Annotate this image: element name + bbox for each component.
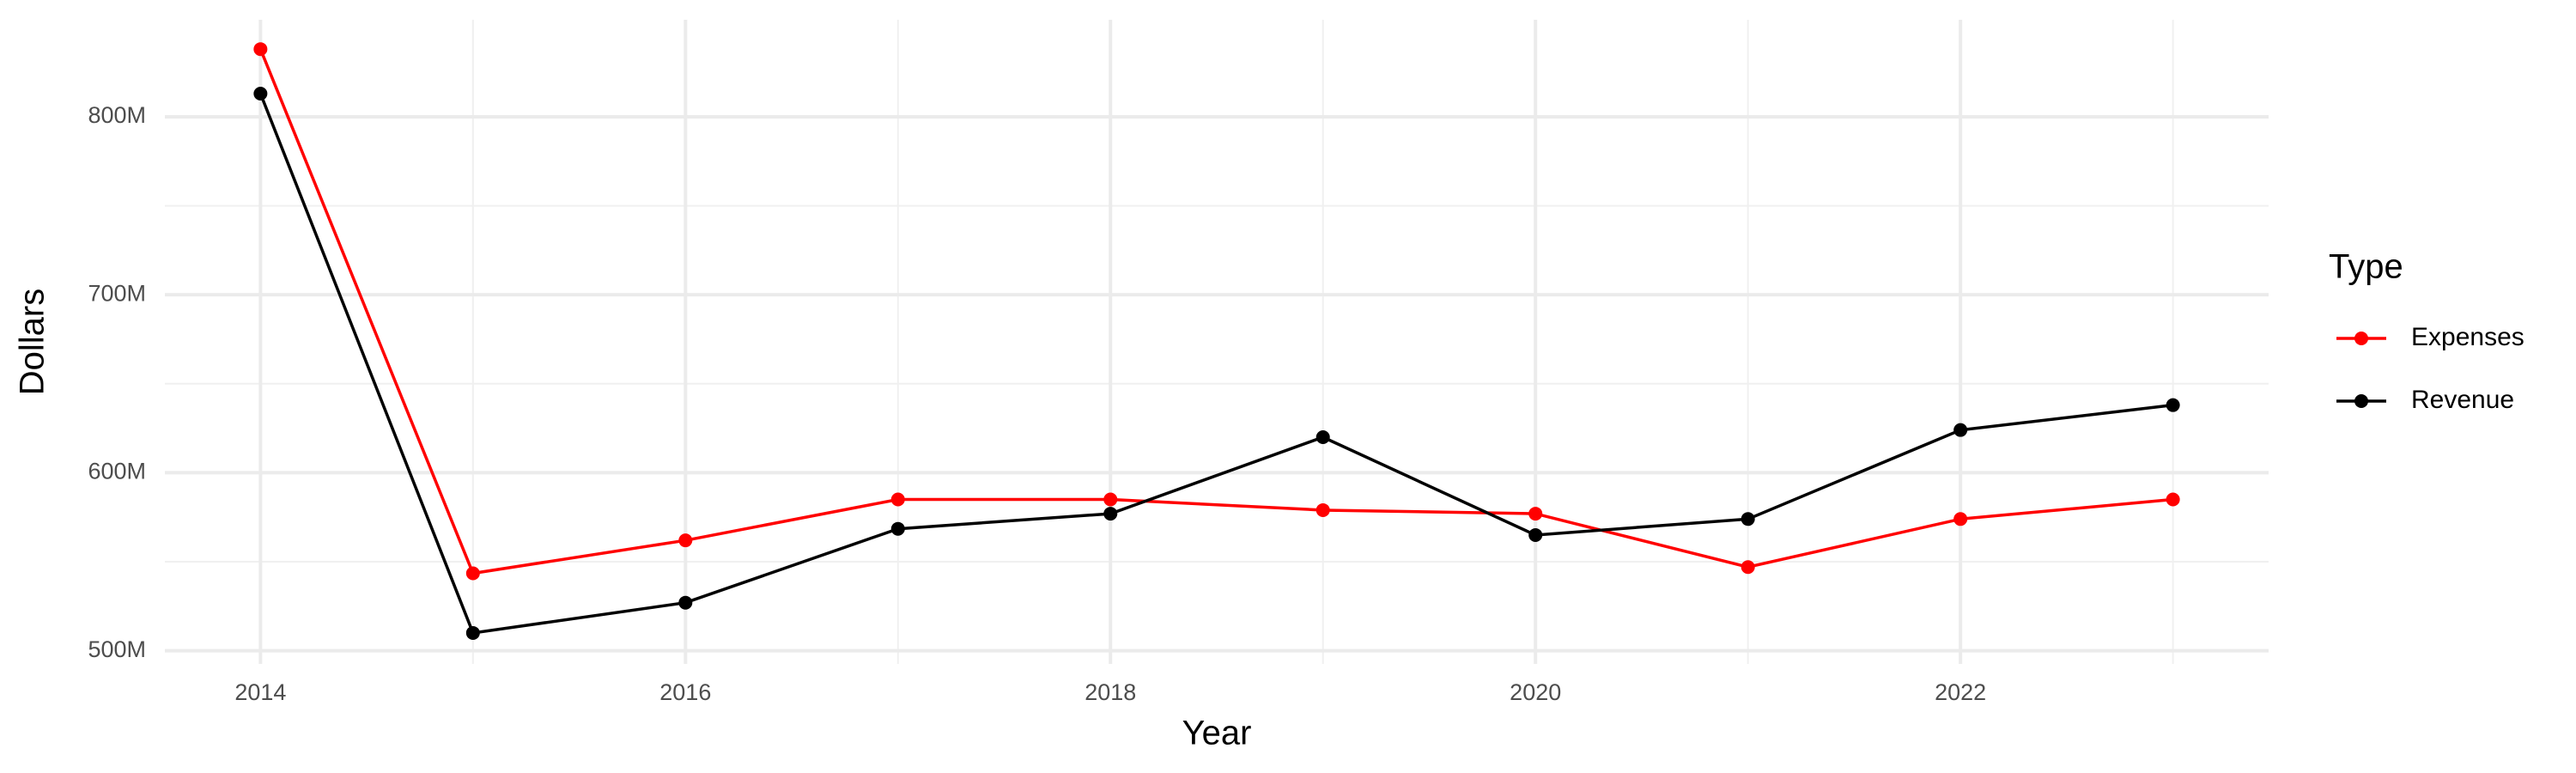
legend-marker [2354, 394, 2368, 408]
legend-title: Type [2329, 248, 2403, 286]
legend-label: Expenses [2411, 323, 2524, 351]
data-point [890, 492, 905, 507]
y-tick-label: 500M [88, 636, 146, 662]
data-point [1741, 560, 1755, 575]
data-point [1103, 492, 1118, 507]
y-tick-label: 600M [88, 459, 146, 484]
data-point [1953, 423, 1968, 437]
data-point [465, 566, 480, 581]
data-point [2166, 398, 2180, 412]
series-line [258, 93, 2173, 635]
data-point [1741, 512, 1755, 526]
data-point [253, 87, 268, 101]
data-point [2166, 492, 2180, 507]
data-point [890, 521, 905, 536]
data-point [1528, 527, 1543, 542]
data-point [1528, 507, 1543, 521]
y-axis-title: Dollars [14, 289, 52, 395]
y-tick-label: 700M [88, 280, 146, 306]
legend-label: Revenue [2411, 386, 2514, 414]
x-tick-label: 2014 [234, 679, 286, 705]
series-line [258, 48, 2173, 575]
data-point [678, 533, 693, 548]
x-axis-title: Year [1182, 715, 1252, 752]
x-tick-label: 2018 [1084, 679, 1136, 705]
x-tick-label: 2016 [659, 679, 711, 705]
data-point [1315, 429, 1330, 444]
legend-marker [2354, 332, 2368, 345]
data-point [465, 625, 480, 640]
x-tick-label: 2020 [1510, 679, 1561, 705]
data-point [678, 595, 693, 610]
y-tick-label: 800M [88, 102, 146, 128]
x-tick-label: 2022 [1935, 679, 1986, 705]
data-point [1953, 512, 1968, 526]
data-point [1315, 502, 1330, 517]
data-point [253, 42, 268, 57]
data-point [1103, 507, 1118, 521]
